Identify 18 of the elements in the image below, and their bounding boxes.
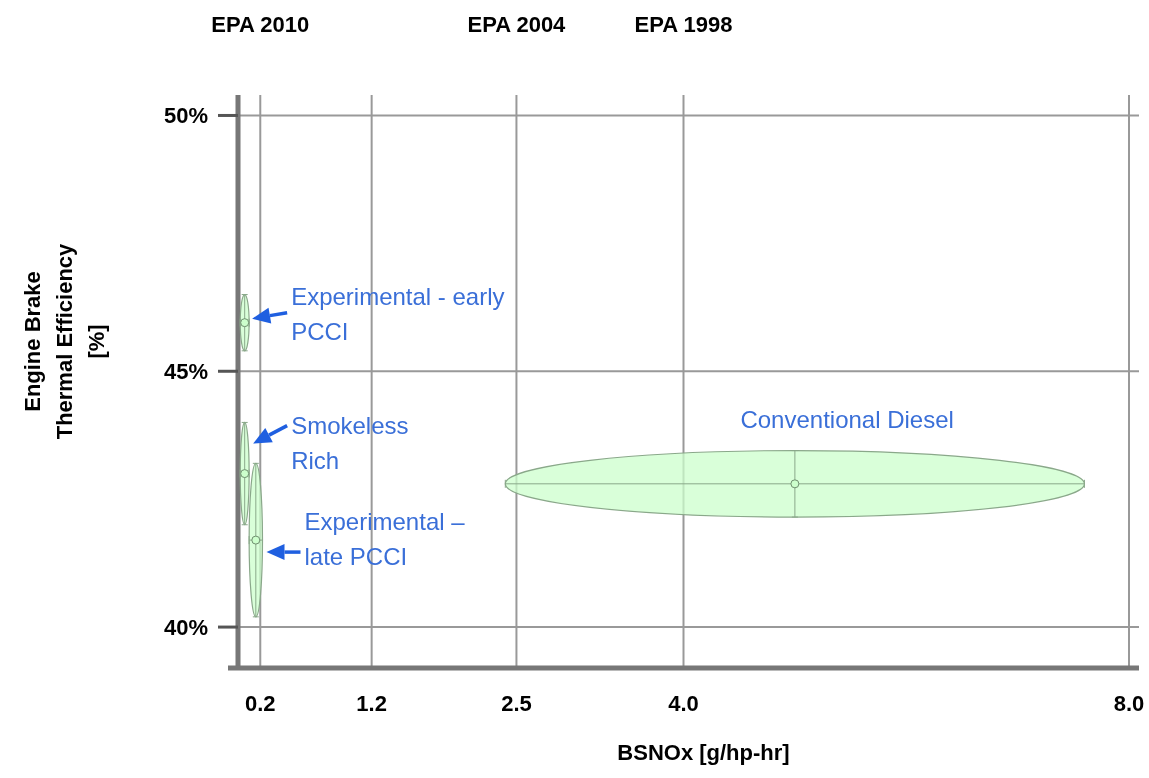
- x-axis-title: BSNOx [g/hp-hr]: [617, 740, 790, 765]
- series-label: Smokeless Rich: [291, 411, 409, 474]
- text: EPA 2004: [467, 12, 567, 37]
- series-label: Experimental – late PCCI: [304, 508, 466, 571]
- y-tick-label: 50%: [163, 103, 208, 129]
- text: Conventional Diesel: [740, 405, 954, 433]
- text: EPA 1998: [634, 12, 733, 37]
- text: EPA 2010: [211, 12, 310, 37]
- y-tick-label: 40%: [163, 614, 208, 640]
- x-tick-label: 2.5: [501, 691, 532, 716]
- x-tick-label: 1.2: [356, 691, 387, 716]
- x-tick-label: 0.2: [244, 691, 276, 716]
- point: [790, 479, 800, 489]
- x-tick-label: 8.0: [1113, 691, 1145, 716]
- x-tick-label: 4.0: [668, 691, 699, 716]
- series-label: Experimental - early PCCI: [291, 282, 505, 345]
- y-axis-title: Engine Brake Thermal Efficiency [%]: [20, 242, 109, 440]
- y-tick-label: 45%: [163, 358, 208, 384]
